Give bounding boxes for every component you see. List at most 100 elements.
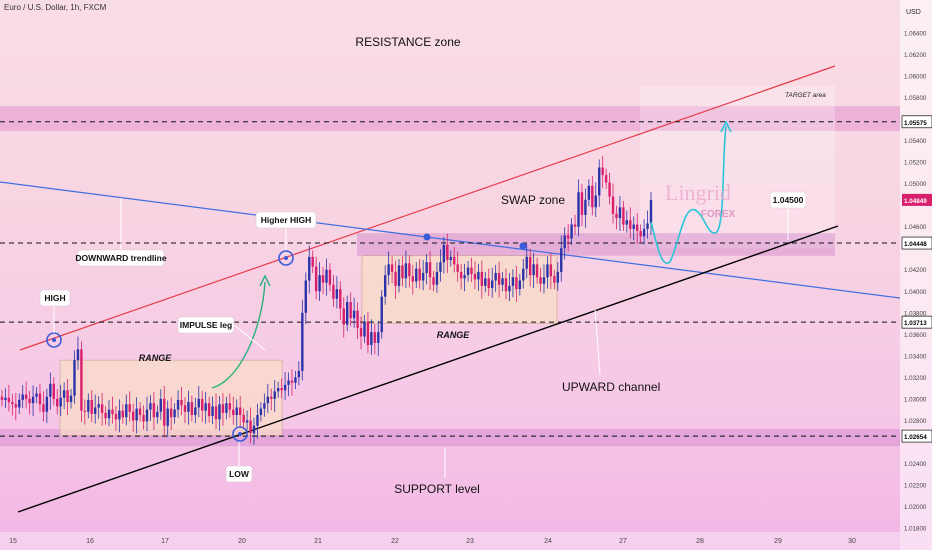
candle-body (35, 393, 38, 397)
candle-body (97, 404, 100, 408)
candle-body (90, 399, 93, 414)
candle-body (477, 271, 480, 280)
candle-body (308, 256, 311, 281)
candle-body (135, 408, 138, 421)
candle-body (591, 185, 594, 208)
price-level-label: 1.05575 (904, 120, 927, 127)
candle-body (646, 223, 649, 229)
candle-body (563, 235, 566, 249)
candle-body (83, 410, 87, 412)
candle-body (80, 349, 83, 411)
downward-trendline-callout-box (77, 249, 165, 267)
candle-body (380, 296, 383, 333)
candle-body (625, 220, 629, 225)
candle-body (121, 410, 125, 418)
candle-body (342, 308, 345, 325)
price-level-tag (901, 236, 932, 250)
candle-body (256, 415, 259, 426)
target-price-callout-box (769, 191, 807, 209)
candle-body (131, 411, 135, 421)
candle-body (287, 380, 290, 385)
candle-body (18, 399, 21, 408)
candle-body (4, 397, 7, 400)
candle-body (94, 407, 97, 414)
candle-body (214, 406, 218, 420)
candle-body (573, 224, 577, 227)
candle-body (401, 265, 404, 279)
candle-body (159, 398, 162, 412)
candle-body (145, 409, 149, 422)
y-tick-label: 1.02200 (904, 482, 927, 489)
candle-body (535, 264, 539, 278)
candle-body (197, 398, 200, 408)
candle-body (7, 397, 11, 403)
y-tick-label: 1.03200 (904, 375, 927, 382)
candle-body (615, 213, 618, 219)
candle-body (363, 321, 366, 337)
candle-body (280, 388, 283, 391)
candle-body (152, 403, 156, 418)
candle-body (194, 407, 197, 416)
candle-body (24, 394, 28, 399)
candle-body (31, 396, 35, 404)
price-level-tag (901, 429, 932, 443)
upward-channel-label: UPWARD channel (562, 380, 660, 394)
higher-high-callout-box (255, 211, 317, 229)
x-tick-label: 20 (238, 538, 246, 545)
candle-body (428, 262, 432, 278)
resistance-trendline (19, 65, 836, 351)
marker-dot (52, 338, 56, 342)
y-tick-label: 1.04200 (904, 267, 927, 274)
upward-channel-line (17, 225, 839, 513)
candle-body (649, 199, 653, 224)
candle-body (553, 276, 556, 283)
candle-body (235, 407, 238, 416)
candle-body (28, 398, 31, 404)
candle-body (504, 278, 508, 292)
candle-body (283, 384, 287, 391)
swap-touch-dot (423, 233, 431, 241)
candle-body (142, 415, 145, 422)
candle-body (14, 404, 18, 408)
y-tick-label: 1.01800 (904, 526, 927, 533)
y-tick-label: 1.05000 (904, 181, 927, 188)
target-price-callout-label: 1.04500 (773, 195, 804, 205)
y-tick-label: 1.04600 (904, 224, 927, 231)
high-marker (278, 250, 294, 266)
x-tick-label: 16 (86, 538, 94, 545)
support-level-label: SUPPORT level (394, 482, 480, 496)
last-price-tag (902, 193, 932, 206)
price-level-label: 1.04448 (904, 241, 927, 248)
high-callout-label: HIGH (44, 293, 65, 303)
price-axis-panel (900, 0, 932, 550)
candle-body (59, 397, 62, 407)
candle-body (370, 332, 373, 346)
candle-body (218, 404, 221, 420)
low-callout-label: LOW (229, 469, 250, 479)
candle-body (118, 410, 121, 420)
downward-trendline (0, 181, 901, 299)
candle-body (263, 403, 266, 409)
candle-body (66, 390, 69, 403)
upward-channel-pointer (594, 309, 601, 376)
candle-body (321, 275, 325, 283)
x-tick-label: 28 (696, 538, 704, 545)
candle-body (518, 280, 522, 290)
candle-body (629, 220, 632, 229)
range-label-1: RANGE (139, 353, 172, 363)
x-tick-label: 30 (848, 538, 856, 545)
candle-body (346, 302, 349, 325)
candle-body (339, 289, 342, 309)
candle-body (201, 398, 204, 411)
candle-body (373, 332, 377, 343)
candle-body (542, 277, 546, 284)
chart-title: Euro / U.S. Dollar, 1h, FXCM (4, 3, 107, 12)
target-area-box (640, 85, 835, 249)
y-tick-label: 1.02400 (904, 461, 927, 468)
candle-body (252, 425, 256, 434)
candle-body (304, 280, 307, 313)
candle-body (211, 406, 214, 417)
impulse-leg-callout-label: IMPULSE leg (180, 320, 232, 330)
impulse-leg-callout-box (177, 316, 235, 334)
